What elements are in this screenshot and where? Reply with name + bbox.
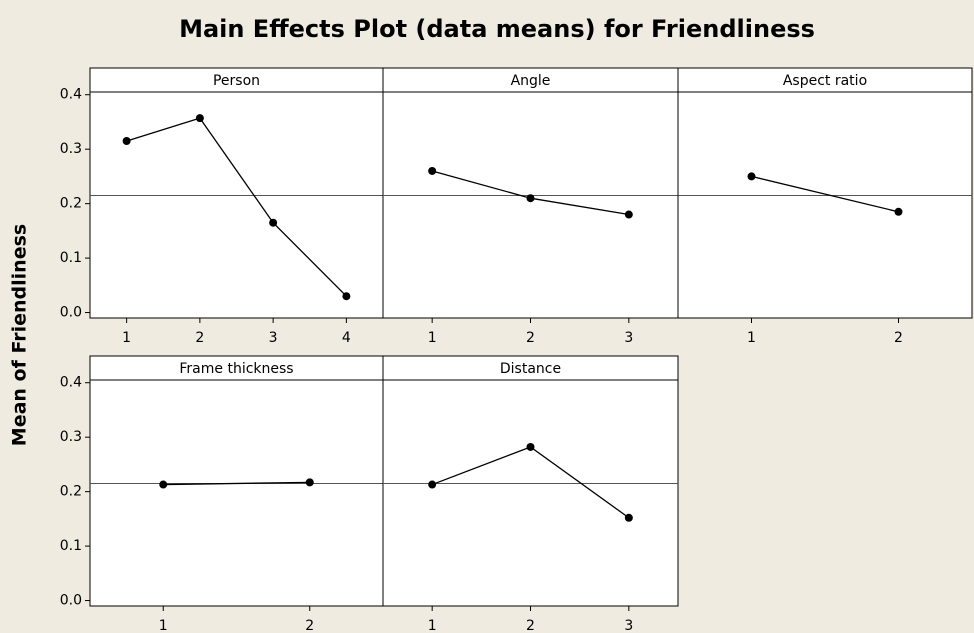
- panel-strip: [89, 67, 384, 93]
- x-tick-label: 2: [894, 330, 903, 346]
- data-point: [526, 194, 535, 203]
- panel-title: Distance: [500, 361, 561, 377]
- y-tick-label: 0.0: [60, 305, 82, 321]
- panel-title: Frame thickness: [179, 361, 293, 377]
- data-point: [747, 172, 756, 181]
- y-axis-label: Mean of Friendliness: [9, 224, 31, 446]
- data-point: [122, 137, 131, 146]
- data-point: [305, 478, 314, 487]
- x-tick-label: 1: [159, 618, 168, 633]
- y-tick-label: 0.4: [60, 87, 82, 103]
- x-tick-label: 1: [122, 330, 131, 346]
- chart-title: Main Effects Plot (data means) for Frien…: [179, 15, 815, 43]
- panel: [89, 91, 384, 319]
- y-tick-label: 0.0: [60, 593, 82, 609]
- panel-title: Angle: [511, 73, 551, 89]
- x-tick-label: 3: [624, 330, 633, 346]
- data-point: [526, 442, 535, 451]
- data-point: [624, 210, 633, 219]
- panel: [89, 379, 384, 607]
- y-tick-label: 0.2: [60, 196, 82, 212]
- data-point: [195, 114, 204, 123]
- x-tick-label: 1: [428, 330, 437, 346]
- y-tick-label: 0.1: [60, 538, 82, 554]
- x-tick-label: 2: [195, 330, 204, 346]
- x-tick-label: 3: [269, 330, 278, 346]
- data-point: [269, 218, 278, 227]
- x-tick-label: 4: [342, 330, 351, 346]
- panel-strip: [677, 67, 973, 93]
- data-point: [428, 480, 437, 489]
- panel-strip: [89, 355, 384, 381]
- y-tick-label: 0.1: [60, 250, 82, 266]
- y-tick-label: 0.3: [60, 429, 82, 445]
- panel: [677, 91, 973, 319]
- panel-title: Person: [213, 73, 260, 89]
- x-tick-label: 2: [526, 618, 535, 633]
- y-tick-label: 0.4: [60, 375, 82, 391]
- panel: [382, 379, 679, 607]
- x-tick-label: 2: [305, 618, 314, 633]
- y-tick-label: 0.3: [60, 141, 82, 157]
- x-tick-label: 1: [747, 330, 756, 346]
- y-tick-label: 0.2: [60, 484, 82, 500]
- data-point: [342, 292, 351, 301]
- data-point: [428, 166, 437, 175]
- panel-title: Aspect ratio: [783, 73, 867, 89]
- series-line: [126, 117, 347, 297]
- data-point: [894, 207, 903, 216]
- data-point: [624, 513, 633, 522]
- x-tick-label: 1: [428, 618, 437, 633]
- series-line: [163, 481, 310, 486]
- x-tick-label: 3: [624, 618, 633, 633]
- panel: [382, 91, 679, 319]
- series-line: [751, 175, 899, 213]
- data-point: [159, 480, 168, 489]
- x-tick-label: 2: [526, 330, 535, 346]
- panel-strip: [382, 355, 679, 381]
